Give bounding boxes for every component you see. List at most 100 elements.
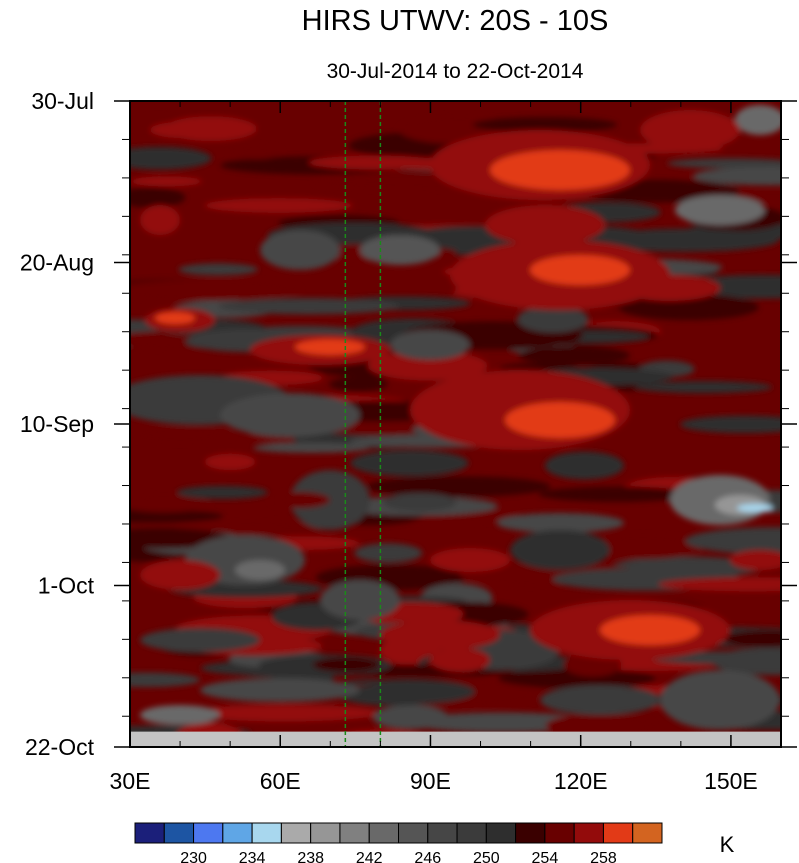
- field-blob: [472, 117, 618, 133]
- field-blob-warm: [295, 339, 365, 355]
- field-blob-grey: [675, 195, 765, 225]
- field-blob: [354, 543, 423, 563]
- field-blob-warm: [270, 492, 330, 508]
- field-blob: [329, 377, 388, 392]
- field-blob-warm: [600, 615, 700, 645]
- field-blob: [339, 684, 447, 706]
- field-blob-cold: [737, 504, 773, 512]
- field-blob: [176, 485, 268, 500]
- field-blob: [518, 345, 631, 365]
- colorbar-label: 234: [239, 850, 266, 863]
- field-blob: [658, 577, 781, 592]
- colorbar-label: 230: [180, 850, 207, 863]
- colorbar-swatch: [485, 822, 517, 844]
- field-blob: [204, 198, 353, 213]
- field-blob: [204, 453, 256, 471]
- field-blob: [130, 279, 302, 301]
- colorbar-swatch: [339, 822, 370, 844]
- field-blob-grey: [735, 105, 781, 135]
- y-axis: 30-Jul 20-Aug 10-Sep 1-Oct 22-Oct: [20, 88, 797, 760]
- reference-lines: [344, 101, 382, 747]
- field-blob: [130, 672, 200, 688]
- field-blob: [667, 158, 781, 169]
- colorbar-swatch: [193, 822, 224, 844]
- field-blob: [680, 415, 781, 434]
- x-tick-label: 150E: [704, 768, 758, 794]
- field-blob: [722, 630, 781, 648]
- field-blob: [656, 101, 731, 113]
- colorbar-swatch: [544, 822, 575, 844]
- field-blob-grey: [660, 670, 780, 730]
- field-blob: [178, 263, 258, 276]
- colorbar-swatch: [632, 822, 663, 844]
- field-blob: [692, 166, 781, 186]
- field-blob-warm: [485, 205, 605, 245]
- field-blob-grey: [260, 230, 340, 270]
- field-blob: [590, 228, 779, 252]
- colorbar-label: 238: [297, 850, 324, 863]
- colorbar-swatch: [251, 822, 282, 844]
- colorbar-label: 246: [414, 850, 441, 863]
- field-blob: [538, 486, 695, 502]
- colorbar-swatch: [573, 822, 604, 844]
- colorbar-label: 242: [356, 850, 383, 863]
- field-blob-grey: [235, 560, 285, 580]
- field-blob-grey: [200, 678, 360, 702]
- field-blob-warm: [505, 402, 615, 438]
- colorbar-swatch: [427, 822, 458, 844]
- field-blob-warm: [380, 620, 500, 650]
- field-blob: [618, 294, 759, 321]
- field-blob-grey: [510, 530, 610, 570]
- x-tick-label: 30E: [110, 768, 151, 794]
- x-tick-label: 60E: [260, 768, 301, 794]
- colorbar-swatch: [310, 822, 341, 844]
- y-tick-label: 22-Oct: [25, 734, 95, 760]
- field-blob-grey: [140, 628, 260, 652]
- field-blob: [130, 427, 234, 443]
- field-blob: [130, 509, 224, 523]
- field-blob-warm: [430, 648, 490, 672]
- field-blob-grey: [360, 235, 440, 265]
- field-blob-warm: [530, 255, 630, 285]
- field-blob: [685, 527, 781, 555]
- chart-title: HIRS UTWV: 20S - 10S: [302, 5, 609, 37]
- field-blob: [229, 145, 282, 160]
- field-blob-warm: [490, 150, 630, 190]
- field-blob: [372, 704, 449, 730]
- field-blob-warm: [140, 560, 220, 590]
- field-blob-warm: [730, 550, 781, 570]
- field-blob: [634, 381, 772, 394]
- field-blob: [130, 176, 203, 187]
- field-blob: [367, 350, 488, 381]
- field-blob: [312, 657, 381, 673]
- field-blob: [383, 492, 457, 512]
- field-blob-grey: [220, 393, 360, 437]
- field-blobs: [130, 101, 781, 747]
- field-blob-grey: [390, 330, 470, 360]
- colorbar: 230 234 238 242 246 250 254 258: [134, 822, 663, 863]
- colorbar-swatch: [134, 822, 165, 844]
- field-blob-warm: [640, 110, 740, 150]
- field-blob-grey: [320, 580, 400, 620]
- colorbar-swatch: [222, 822, 253, 844]
- field-blob: [218, 298, 400, 315]
- y-tick-label: 1-Oct: [38, 573, 95, 599]
- no-data-band: [130, 731, 781, 747]
- colorbar-swatch: [163, 822, 195, 844]
- colorbar-label: 258: [590, 850, 617, 863]
- field-blob-warm: [150, 122, 210, 138]
- field-blob: [581, 535, 705, 559]
- field-blob-warm: [155, 312, 195, 324]
- field-blob-warm: [430, 548, 510, 572]
- field-blob: [544, 451, 625, 480]
- field-blob: [366, 476, 551, 497]
- colorbar-swatch: [602, 822, 634, 844]
- field-blob: [130, 494, 210, 513]
- y-tick-label: 20-Aug: [20, 250, 94, 276]
- colorbar-label: 254: [532, 850, 559, 863]
- contour-field: [130, 101, 781, 747]
- field-blob: [191, 704, 380, 722]
- field-blob: [253, 442, 371, 454]
- x-tick-label: 120E: [554, 768, 608, 794]
